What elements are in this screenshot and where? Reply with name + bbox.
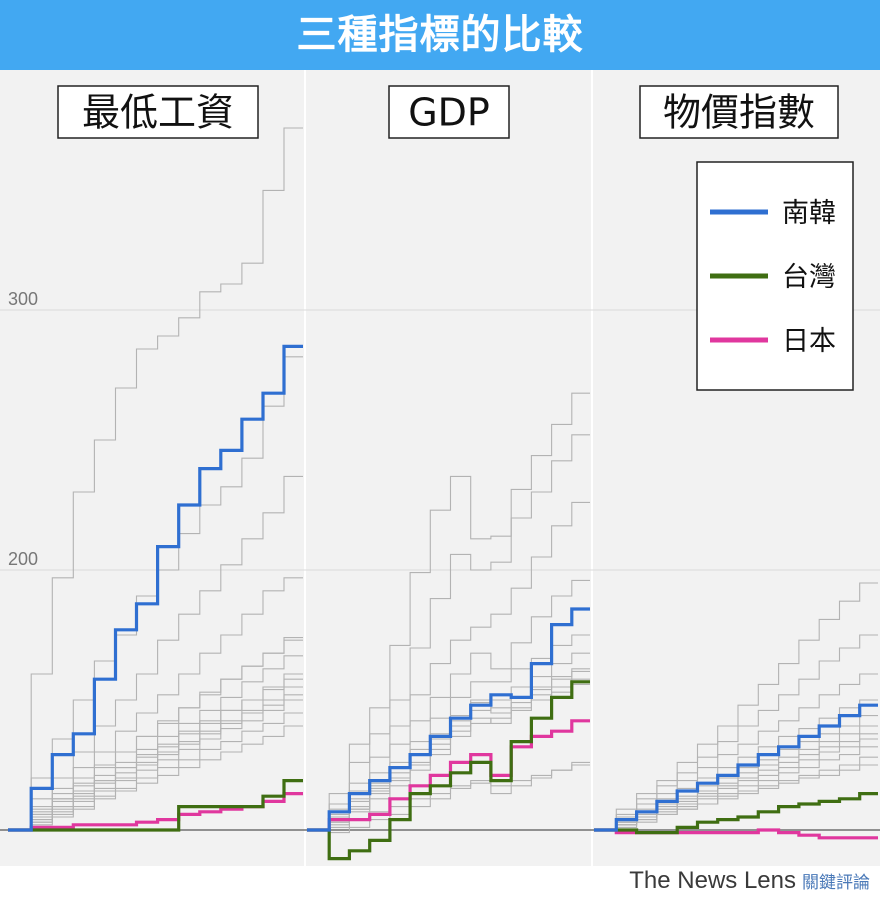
- series-line-南韓: [594, 703, 878, 832]
- background-series-line: [8, 127, 303, 831]
- background-series-line: [8, 639, 303, 831]
- series-line-日本: [307, 719, 590, 832]
- panel-background: [305, 70, 592, 866]
- background-series-line: [8, 475, 303, 831]
- legend-label: 日本: [782, 326, 836, 357]
- legend-label: 台灣: [782, 262, 836, 293]
- legend-label: 南韓: [782, 198, 836, 229]
- background-series-line: [307, 683, 590, 831]
- panel-title: 物價指數: [663, 91, 815, 135]
- background-series-line: [8, 725, 303, 831]
- background-series-line: [307, 501, 590, 831]
- series-line-南韓: [307, 607, 590, 832]
- series-line-台灣: [8, 779, 303, 832]
- panel-2: GDP: [305, 85, 592, 861]
- background-series-line: [307, 579, 590, 831]
- series-line-南韓: [8, 344, 303, 832]
- panel-title-box: [57, 85, 259, 139]
- panel-3: 物價指數: [592, 85, 880, 840]
- banner: 三種指標的比較: [0, 0, 880, 70]
- panel-title: 最低工資: [82, 91, 234, 135]
- panel-title-box: [388, 85, 510, 139]
- panel-title-box: [639, 85, 839, 139]
- background-series-line: [594, 582, 878, 831]
- background-series-line: [307, 434, 590, 831]
- background-series-line: [594, 699, 878, 831]
- brand-name-cn: 關鍵評論: [802, 873, 870, 893]
- credit-logo: The News Lens 關鍵評論: [629, 866, 870, 898]
- background-series-line: [307, 761, 590, 834]
- panel-1: 最低工資: [0, 85, 305, 832]
- background-series-line: [8, 655, 303, 831]
- panel-title: GDP: [408, 91, 490, 135]
- y-tick-label: 300: [8, 289, 38, 309]
- background-series-line: [8, 694, 303, 831]
- background-series-line: [594, 738, 878, 831]
- panel-background: [0, 70, 305, 866]
- banner-title: 三種指標的比較: [296, 12, 584, 58]
- background-series-line: [594, 634, 878, 831]
- background-series-line: [307, 392, 590, 831]
- background-series-line: [8, 673, 303, 831]
- brand-name: The News Lens: [629, 867, 796, 894]
- background-series-line: [594, 764, 878, 831]
- background-series-line: [594, 673, 878, 831]
- background-series-line: [8, 712, 303, 831]
- series-line-台灣: [594, 792, 878, 835]
- background-series-line: [8, 577, 303, 831]
- series-line-台灣: [307, 680, 590, 861]
- y-tick-label: 200: [8, 549, 38, 569]
